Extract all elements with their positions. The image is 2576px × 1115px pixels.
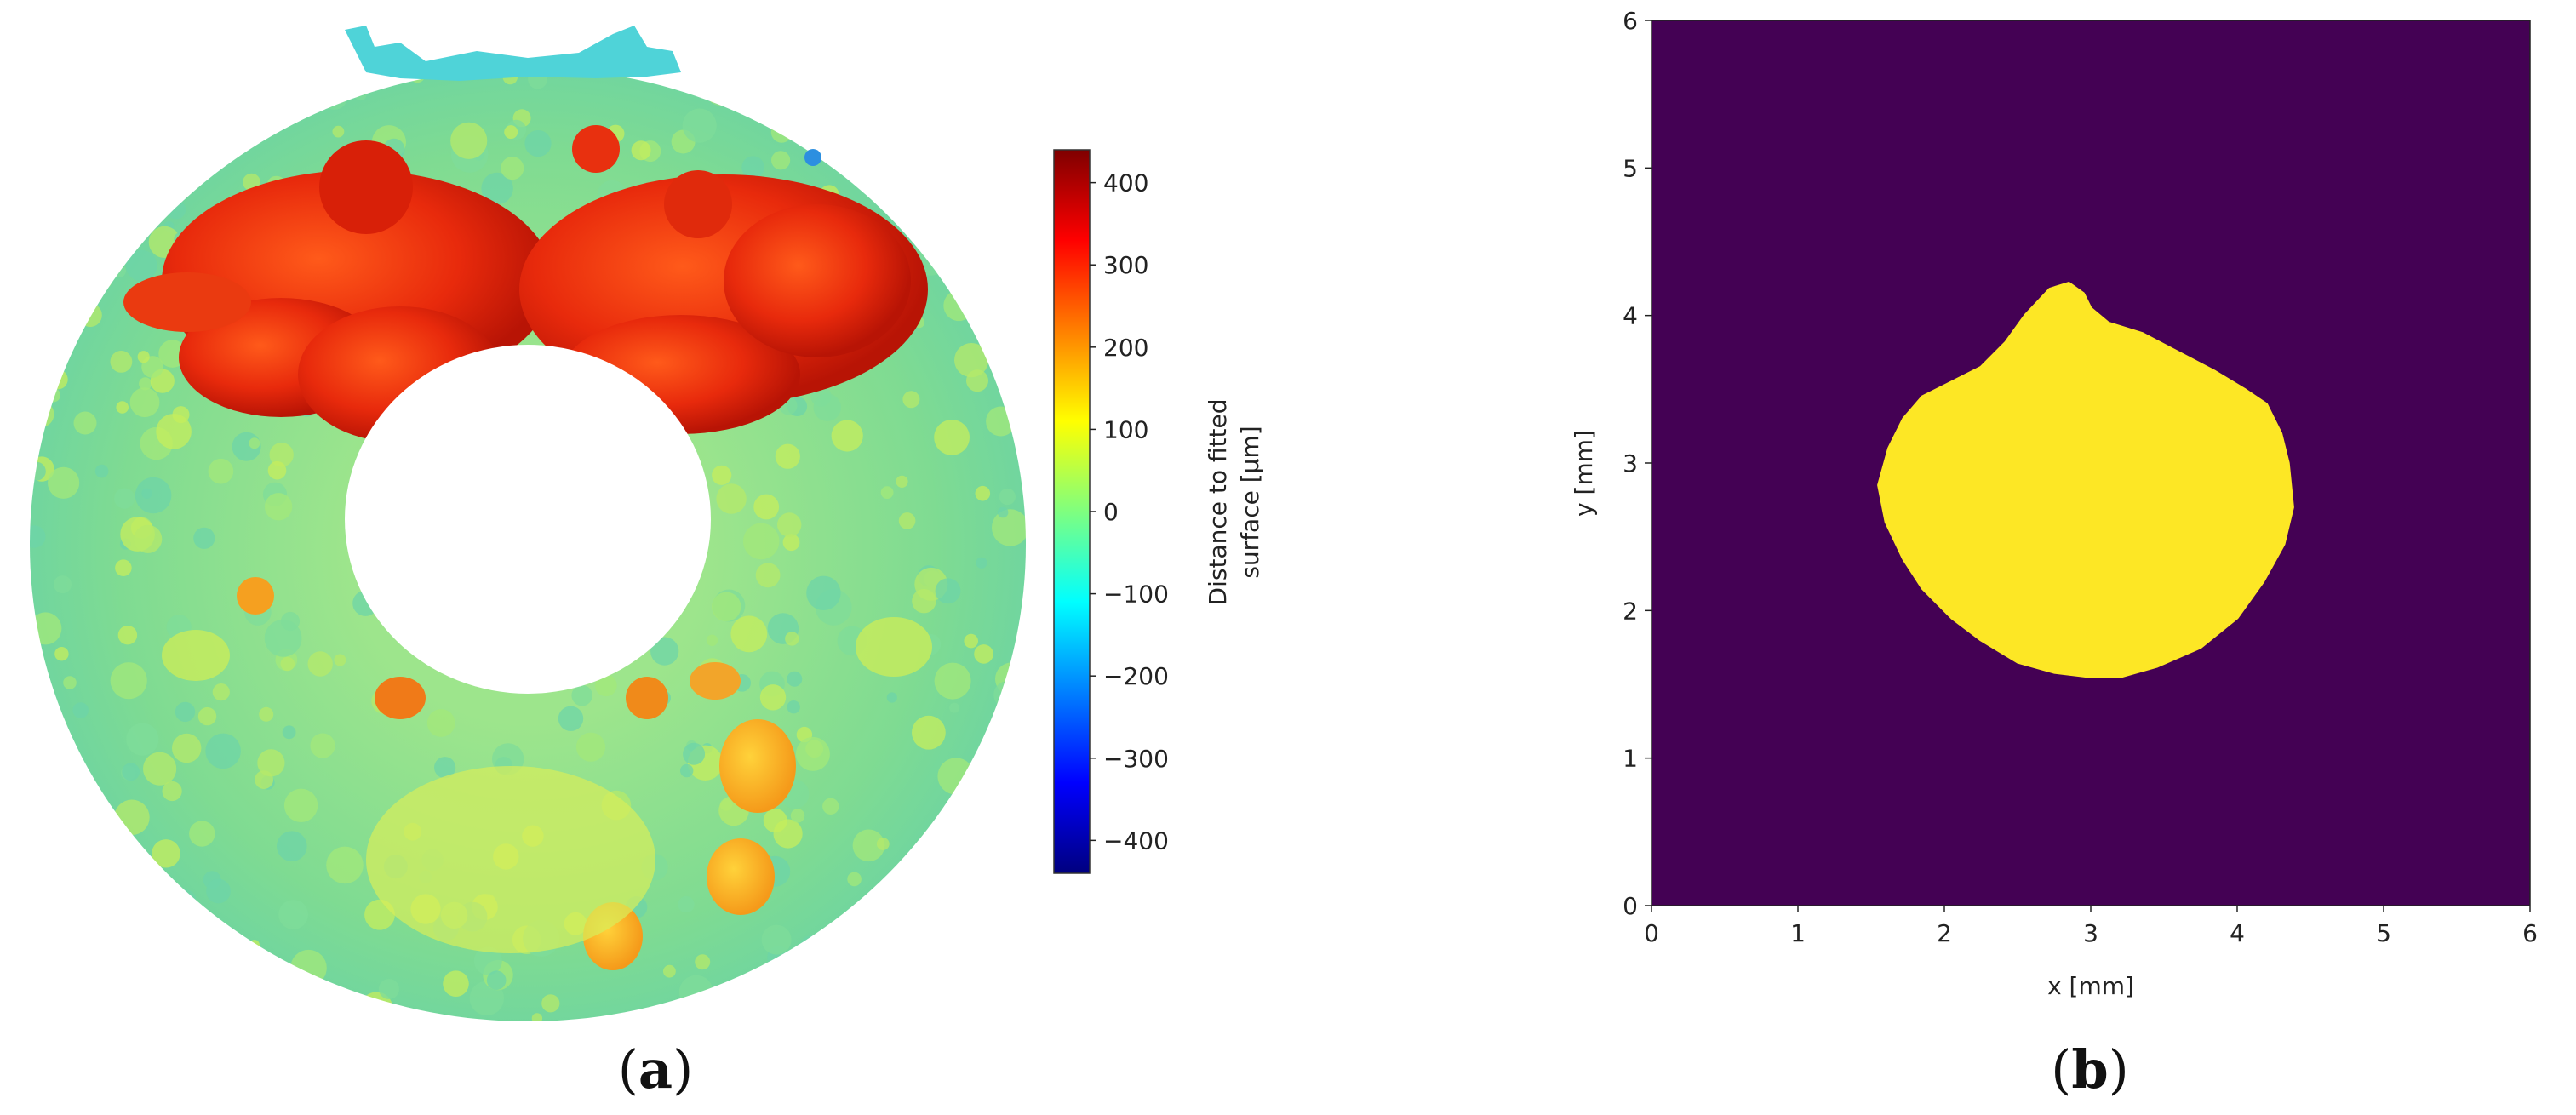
plot-area: 0 1 2 3 4 5 6 0 1 2 3 4 5 6 [1623, 7, 2538, 947]
x-tick-label: 3 [2083, 919, 2098, 947]
colorbar-tick-label: 400 [1103, 169, 1148, 197]
colorbar-tick-label: −300 [1103, 745, 1169, 773]
colorbar-gradient [1053, 149, 1091, 874]
colorbar-tick-label: −200 [1103, 662, 1169, 690]
colorbar-tick-label: 200 [1103, 334, 1148, 362]
hot-region-right [519, 125, 928, 434]
x-tick-label: 5 [2376, 919, 2391, 947]
x-axis-label: x [mm] [2047, 972, 2134, 1000]
colorbar-ticks: 400 300 200 100 0 −100 −200 −300 −400 [1090, 169, 1169, 855]
panel-b-label: (b) [2051, 1038, 2129, 1101]
x-tick-label: 4 [2230, 919, 2245, 947]
y-tick-label: 0 [1623, 892, 1638, 920]
colorbar-tick-label: 0 [1103, 498, 1119, 526]
x-tick-label: 2 [1937, 919, 1952, 947]
colorbar-tick-label: 100 [1103, 415, 1148, 443]
colorbar-tick-label: 300 [1103, 251, 1148, 279]
x-tick-label: 0 [1644, 919, 1659, 947]
top-edge-fringe [345, 26, 681, 81]
hot-region-left [123, 140, 553, 443]
x-tick-label: 1 [1790, 919, 1806, 947]
y-tick-label: 1 [1623, 745, 1638, 773]
colorbar-tick-label: −400 [1103, 826, 1169, 855]
colorbar-label-line1: Distance to fitted [1204, 399, 1232, 606]
y-tick-label: 5 [1623, 154, 1638, 182]
y-axis-label: y [mm] [1570, 430, 1598, 517]
warm-patches [162, 577, 932, 970]
segmented-region [1877, 282, 2294, 678]
y-tick-label: 2 [1623, 597, 1638, 625]
x-tick-label: 6 [2522, 919, 2538, 947]
panel-a: 400 300 200 100 0 −100 −200 −300 −400 Distance t… [17, 26, 1264, 1101]
panel-a-label: (a) [618, 1038, 694, 1101]
colorbar-tick-label: −100 [1103, 580, 1169, 609]
colorbar-label-line2: surface [μm] [1236, 426, 1264, 578]
y-tick-label: 4 [1623, 302, 1638, 330]
torus-surface [17, 51, 1039, 1047]
y-tick-label: 3 [1623, 449, 1638, 477]
colorbar: 400 300 200 100 0 −100 −200 −300 −400 Distance t… [1053, 149, 1264, 874]
y-tick-label: 6 [1623, 7, 1638, 35]
panel-b: 0 1 2 3 4 5 6 0 1 2 3 4 5 6 x [mm] y [mm] (b) [1570, 7, 2538, 1101]
